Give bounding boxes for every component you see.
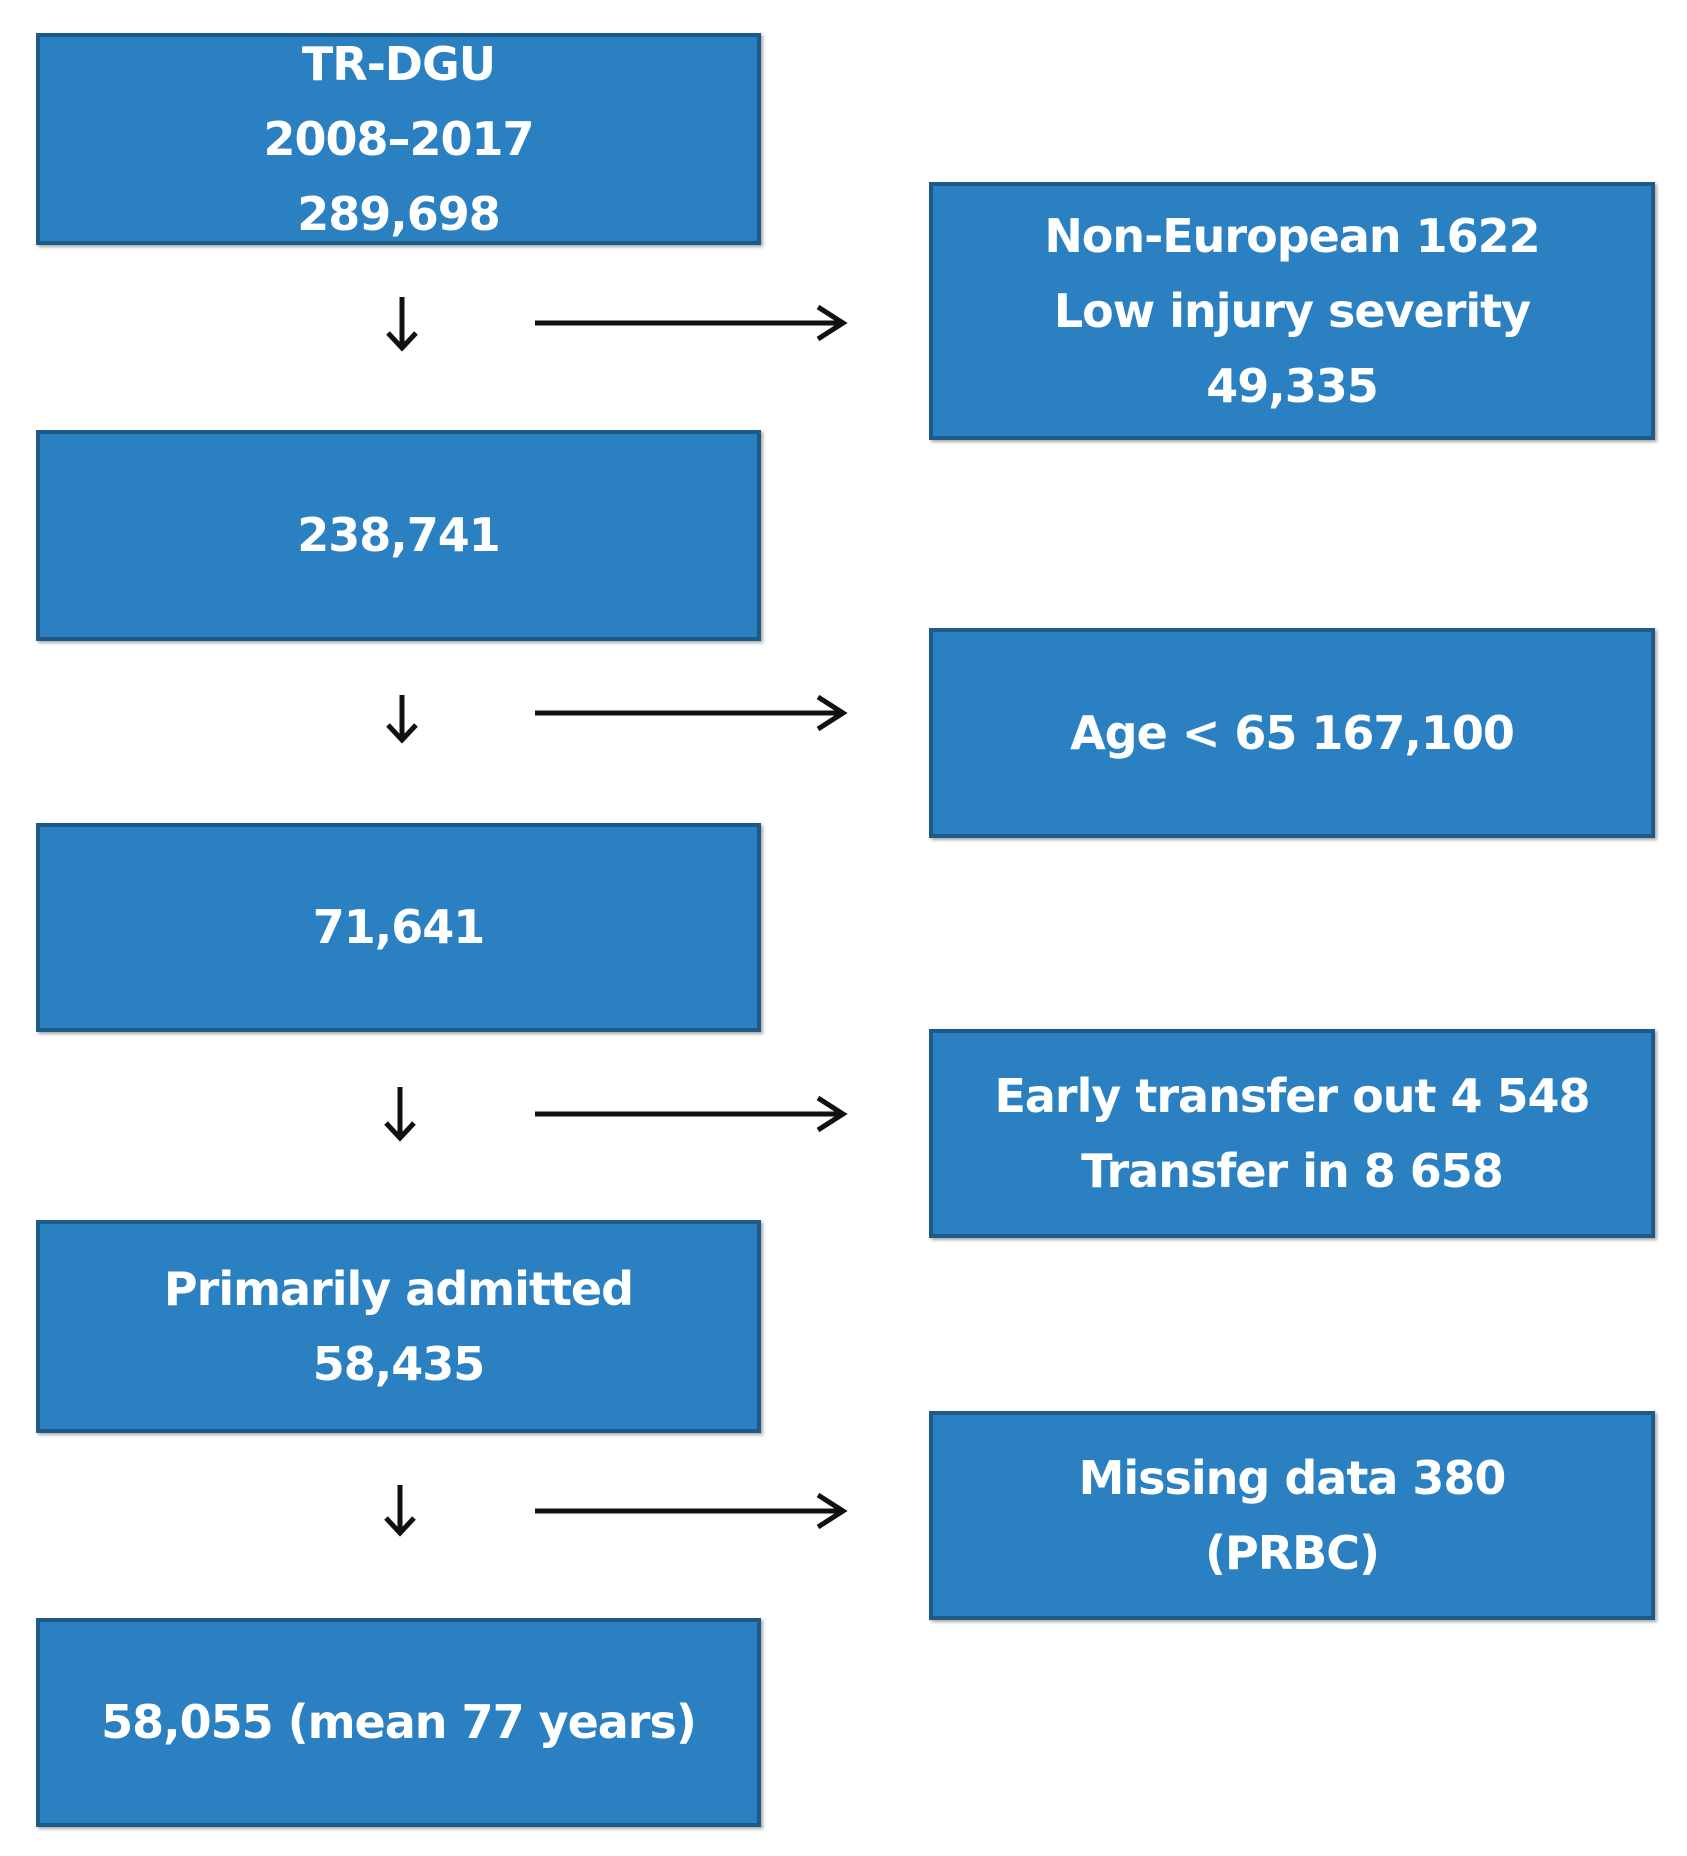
flow-box: Primarily admitted 58,435 [36, 1220, 761, 1433]
exclusion-box: Non-European 1622 Low injury severity 49,3… [929, 182, 1655, 440]
flow-box: 58,055 (mean 77 years) [36, 1618, 761, 1827]
right-arrow [535, 1095, 848, 1133]
box-text: Transfer in 8 658 [1081, 1143, 1504, 1198]
box-text: Non-European 1622 [1044, 208, 1540, 263]
box-text: Age < 65 167,100 [1070, 705, 1515, 760]
box-text: 58,435 [312, 1336, 486, 1391]
box-text: 49,335 [1206, 358, 1379, 413]
down-arrow [384, 1485, 416, 1537]
box-text: Low injury severity [1053, 283, 1531, 338]
box-text: 238,741 [297, 508, 501, 562]
flow-box: 238,741 [36, 430, 761, 641]
exclusion-box: Missing data 380 (PRBC) [929, 1411, 1655, 1620]
box-text: Primarily admitted [163, 1261, 634, 1316]
down-arrow [384, 1087, 416, 1142]
down-arrow [386, 695, 418, 744]
box-text: 2008–2017 [263, 111, 534, 166]
flow-box: TR-DGU 2008–2017 289,698 [36, 33, 761, 245]
box-text: (PRBC) [1204, 1525, 1380, 1580]
right-arrow [535, 304, 848, 342]
right-arrow [535, 694, 848, 732]
box-text: Early transfer out 4 548 [994, 1068, 1590, 1123]
box-text: 71,641 [312, 900, 486, 954]
flow-box: 71,641 [36, 823, 761, 1032]
box-text: 58,055 (mean 77 years) [101, 1695, 697, 1749]
right-arrow [535, 1492, 848, 1530]
exclusion-box: Early transfer out 4 548 Transfer in 8 65… [929, 1029, 1655, 1238]
exclusion-box: Age < 65 167,100 [929, 628, 1655, 838]
box-text: TR-DGU [301, 36, 496, 91]
box-text: 289,698 [297, 186, 501, 241]
box-text: Missing data 380 [1078, 1450, 1507, 1505]
down-arrow [386, 297, 418, 352]
